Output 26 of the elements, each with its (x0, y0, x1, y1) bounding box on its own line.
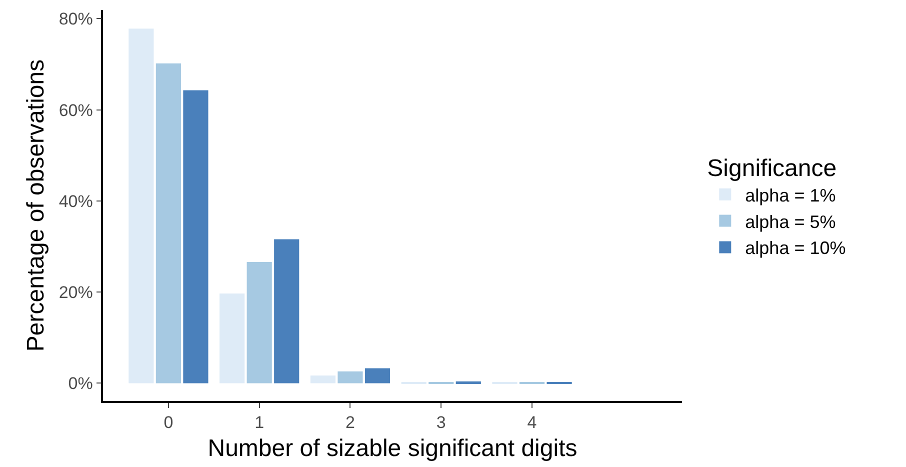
x-tick-label: 2 (345, 413, 355, 432)
bar (338, 371, 363, 384)
bar (456, 381, 481, 384)
legend-label: alpha = 10% (745, 238, 846, 258)
bar (274, 239, 300, 384)
legend-label: alpha = 5% (745, 212, 836, 232)
y-tick-label: 40% (58, 192, 93, 211)
x-tick-label: 0 (164, 413, 174, 432)
legend-label: alpha = 1% (745, 185, 836, 206)
x-axis-title: Number of sizable significant digits (208, 434, 578, 462)
legend-title: Significance (707, 155, 837, 182)
y-tick-label: 80% (58, 10, 93, 29)
bar (310, 375, 336, 384)
bar (246, 262, 272, 384)
bar (156, 63, 181, 384)
bar (128, 28, 154, 384)
bar (364, 368, 390, 384)
x-tick-label: 4 (527, 413, 537, 432)
y-tick-label: 0% (68, 374, 93, 394)
bar (183, 90, 208, 384)
x-tick-label: 3 (436, 413, 446, 432)
y-tick-label: 20% (58, 283, 93, 302)
y-axis-title: Percentage of observations (22, 59, 50, 352)
bar (220, 293, 245, 384)
y-tick-label: 60% (58, 100, 93, 120)
x-tick-label: 1 (254, 413, 264, 432)
